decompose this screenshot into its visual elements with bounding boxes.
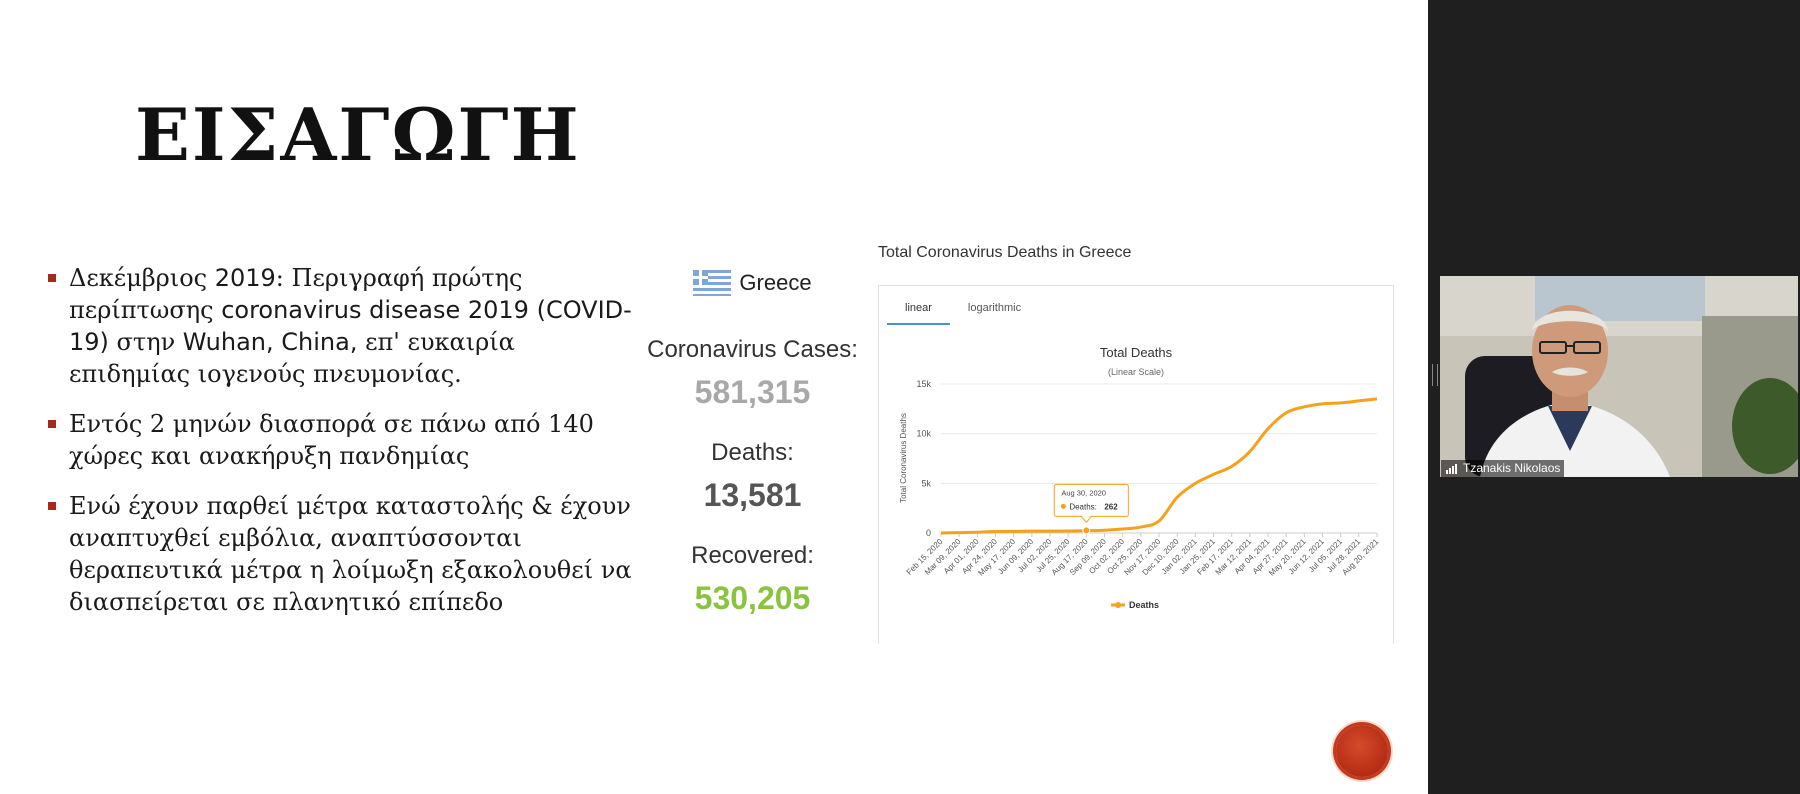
deaths-series-line	[940, 397, 1378, 535]
chart-container: Total Deaths (Linear Scale) 0 5k 10k 15k Total…	[878, 285, 1394, 644]
recovered-label: Recovered:	[691, 542, 814, 569]
cases-value: 581,315	[694, 374, 811, 410]
bullet-item: Δεκέμβριος 2019: Περιγραφή πρώτης περίπτ…	[48, 262, 638, 390]
y-tick-label: 15k	[916, 379, 931, 389]
deaths-value: 13,581	[703, 477, 802, 513]
bullet-text: Ενώ έχουν παρθεί μέτρα καταστολής & έχου…	[69, 492, 632, 616]
stats-panel: Greece Coronavirus Cases: 581,315 Deaths…	[640, 270, 865, 617]
bullet-text: Δεκέμβριος	[69, 264, 215, 292]
chart-subtitle: (Linear Scale)	[1108, 367, 1164, 377]
tooltip-pointer-mask	[1082, 515, 1091, 518]
bullet-item: Ενώ έχουν παρθεί μέτρα καταστολής & έχου…	[48, 490, 638, 618]
tab-logarithmic[interactable]: logarithmic	[967, 302, 1022, 314]
bullet-emphasis: 2019	[214, 264, 276, 292]
signal-strength-icon	[1446, 464, 1458, 474]
recovered-value: 530,205	[694, 580, 811, 616]
bullet-text: Εντός 2 μηνών διασπορά σε πάνω από 140 χ…	[69, 410, 594, 470]
bullet-text: επ' ευκαιρία επιδημίας ιογενούς πνευμονί…	[69, 328, 515, 388]
chart-heading: Total Coronavirus Deaths in Greece	[878, 244, 1132, 261]
chart-title: Total Deaths	[1100, 345, 1173, 360]
participant-name: Tzanakis Nikolaos	[1463, 461, 1561, 475]
bullet-text: στην	[108, 328, 183, 356]
bullet-marker-icon	[48, 502, 56, 510]
bullet-marker-icon	[48, 274, 56, 282]
country-heading: Greece	[640, 270, 865, 296]
cases-label: Coronavirus Cases:	[647, 336, 858, 363]
deaths-label: Deaths:	[711, 439, 794, 466]
tooltip-label: Deaths:	[1069, 502, 1097, 511]
legend-marker	[1115, 602, 1121, 608]
tooltip-marker	[1060, 503, 1066, 509]
deaths-line-chart: Total Deaths (Linear Scale) 0 5k 10k 15k Total…	[899, 345, 1381, 610]
panel-resize-handle[interactable]	[1432, 364, 1438, 386]
tooltip-value: 262	[1104, 502, 1118, 511]
bullet-marker-icon	[48, 420, 56, 428]
y-tick-label: 10k	[916, 429, 931, 439]
slide-title: ΕΙΣΑΓΩΓΗ	[135, 92, 581, 177]
slide-nav-button[interactable]	[1336, 725, 1388, 777]
scale-tabs: linear logarithmic	[887, 300, 1039, 325]
participant-video	[1440, 276, 1798, 477]
bullet-list: Δεκέμβριος 2019: Περιγραφή πρώτης περίπτ…	[48, 262, 638, 636]
tooltip-point	[1082, 526, 1091, 535]
bullet-text: : Περιγραφή πρώτης περίπτωσης	[69, 264, 523, 324]
bullet-item: Εντός 2 μηνών διασπορά σε πάνω από 140 χ…	[48, 408, 638, 472]
greek-flag-icon	[693, 270, 732, 296]
participant-name-tag: Tzanakis Nikolaos	[1441, 460, 1565, 477]
bullet-emphasis: Wuhan, China,	[182, 328, 358, 356]
tab-linear[interactable]: linear	[887, 300, 950, 325]
legend-label: Deaths	[1129, 600, 1159, 610]
bullet-emphasis: coronavirus disease 2019 (COVID-19)	[69, 296, 632, 356]
y-axis-label: Total Coronavirus Deaths	[899, 413, 908, 503]
presentation-slide: ΕΙΣΑΓΩΓΗ Δεκέμβριος 2019: Περιγραφή πρώτ…	[0, 0, 1428, 794]
country-name: Greece	[739, 270, 812, 295]
y-tick-label: 5k	[921, 478, 931, 488]
video-frame	[1440, 276, 1798, 477]
tooltip-date: Aug 30, 2020	[1061, 488, 1106, 497]
y-tick-label: 0	[926, 528, 931, 538]
